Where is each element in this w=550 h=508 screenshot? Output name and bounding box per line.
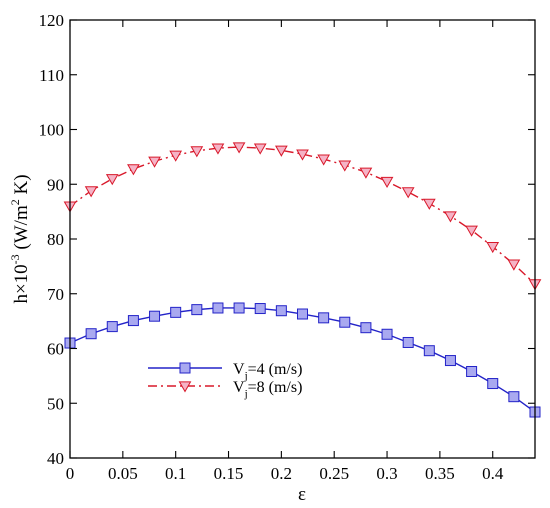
- legend-label-series-1: Vj=4 (m/s): [233, 361, 302, 382]
- x-tick-label: 0.3: [376, 464, 397, 483]
- data-point-series-1: [466, 365, 478, 377]
- y-axis-label-unit-open: (W/m: [11, 205, 32, 254]
- data-point-series-2: [127, 164, 140, 176]
- y-tick-label: 50: [47, 394, 64, 413]
- data-point-series-2: [275, 145, 288, 157]
- x-tick-label: 0.15: [214, 464, 244, 483]
- data-point-series-1: [233, 302, 245, 314]
- y-axis-label-exponent: -3: [8, 254, 22, 264]
- legend-entry-series-1: Vj=4 (m/s): [148, 361, 302, 382]
- data-point-series-2: [190, 146, 204, 158]
- y-tick-label: 60: [47, 340, 64, 359]
- y-axis-label-base: h×10: [11, 264, 32, 303]
- data-point-series-1: [318, 312, 330, 324]
- x-tick-label: 0.25: [319, 464, 349, 483]
- legend-label-series-2: Vj=8 (m/s): [233, 379, 302, 400]
- y-tick-label: 100: [39, 121, 65, 140]
- data-point-series-1: [275, 305, 287, 317]
- x-tick-label: 0.35: [425, 464, 455, 483]
- y-tick-label: 120: [39, 11, 65, 30]
- data-point-series-2: [486, 242, 500, 254]
- x-tick-label: 0.2: [271, 464, 292, 483]
- data-point-series-2: [380, 176, 394, 189]
- data-point-series-1: [212, 302, 224, 314]
- data-point-series-2: [422, 198, 436, 210]
- x-axis-label: ε: [298, 484, 306, 505]
- legend-marker-series-2: [178, 381, 192, 393]
- data-point-series-1: [254, 303, 266, 315]
- legend: Vj=4 (m/s) Vj=8 (m/s): [148, 361, 302, 400]
- data-point-series-1: [149, 310, 161, 322]
- x-tick-label: 0.1: [165, 464, 186, 483]
- data-point-series-1: [127, 315, 139, 327]
- y-tick-label: 80: [47, 230, 64, 249]
- data-point-series-1: [381, 328, 393, 340]
- data-point-series-2: [317, 154, 330, 166]
- y-axis-label-unit-exponent: 2: [8, 199, 22, 205]
- y-tick-label: 90: [47, 175, 64, 194]
- data-point-series-2: [444, 211, 457, 223]
- series-line-2: [69, 146, 536, 285]
- data-point-series-1: [402, 336, 414, 348]
- data-point-series-2: [148, 156, 161, 168]
- legend-entry-series-2: Vj=8 (m/s): [148, 379, 302, 400]
- data-point-series-2: [401, 187, 415, 199]
- data-point-series-1: [444, 355, 456, 367]
- legend-marker-series-1: [179, 362, 191, 374]
- data-point-series-1: [85, 328, 97, 340]
- data-point-series-2: [507, 259, 521, 271]
- ticks-layer: 0 0.05 0.1 0.15 0.2 0.25 0.3 0.35 0.4 40 50 60 70 80 9…: [39, 11, 535, 483]
- x-tick-label: 0: [66, 464, 75, 483]
- y-tick-label: 40: [47, 449, 64, 468]
- data-point-series-2: [296, 149, 309, 161]
- x-tick-label: 0.05: [108, 464, 138, 483]
- plot-frame: [69, 19, 536, 459]
- series-line-1: [69, 307, 536, 413]
- series-layer: [63, 142, 542, 418]
- data-point-series-1: [297, 308, 308, 320]
- data-point-series-1: [191, 304, 203, 316]
- data-point-series-2: [211, 143, 225, 155]
- data-point-series-2: [465, 225, 478, 237]
- data-point-series-1: [360, 322, 372, 334]
- data-point-series-2: [169, 150, 183, 162]
- y-tick-label: 70: [47, 285, 64, 304]
- y-axis-label-unit-close: K): [11, 174, 32, 199]
- data-point-series-1: [487, 378, 499, 390]
- data-point-series-2: [232, 142, 246, 154]
- data-point-series-2: [105, 174, 119, 186]
- y-axis-label: h×10-3 (W/m2 K): [8, 174, 32, 303]
- data-point-series-1: [170, 306, 182, 318]
- y-tick-label: 110: [39, 66, 64, 85]
- data-point-series-1: [106, 321, 118, 333]
- x-tick-label: 0.4: [482, 464, 504, 483]
- data-point-series-1: [339, 316, 351, 328]
- data-point-series-2: [253, 143, 267, 155]
- data-point-series-1: [423, 345, 435, 357]
- data-point-series-2: [84, 186, 98, 198]
- data-point-series-1: [508, 391, 520, 403]
- data-point-series-2: [338, 160, 352, 172]
- data-point-series-2: [359, 167, 373, 179]
